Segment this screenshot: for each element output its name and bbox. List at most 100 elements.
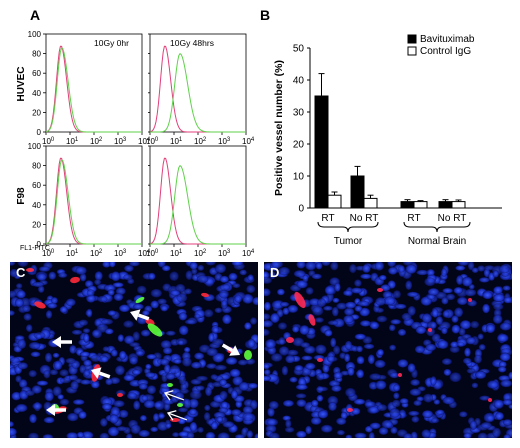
nucleus xyxy=(456,341,465,347)
nucleus xyxy=(146,354,157,360)
nucleus xyxy=(344,340,353,351)
nucleus xyxy=(461,276,473,287)
nucleus xyxy=(175,283,186,293)
nucleus xyxy=(176,293,188,303)
nucleus xyxy=(356,356,365,365)
solid-arrow-shaft xyxy=(98,371,111,379)
histogram-panel: 0 20 40 60 80 100 100 101 102 103 104 xyxy=(28,142,151,258)
nucleus xyxy=(183,398,192,409)
red-vessel xyxy=(377,288,383,292)
histogram-panel: 100 101 102 103 104 xyxy=(146,145,255,258)
nucleus xyxy=(222,421,235,428)
nucleus xyxy=(133,303,144,310)
nucleus xyxy=(118,409,129,418)
x-tick-label: 104 xyxy=(138,137,151,146)
nucleus xyxy=(463,432,472,438)
nucleus xyxy=(277,288,285,296)
nucleus xyxy=(499,322,512,331)
nucleus xyxy=(437,340,449,349)
nucleus xyxy=(443,368,452,376)
panel-label-a: A xyxy=(30,7,40,23)
nucleus xyxy=(123,320,134,328)
nucleus xyxy=(70,380,79,390)
nucleus xyxy=(220,300,228,310)
nucleus xyxy=(265,339,276,349)
nucleus xyxy=(343,290,353,296)
nucleus xyxy=(315,344,327,355)
red-vessel xyxy=(428,328,432,332)
nucleus xyxy=(498,361,507,368)
nucleus xyxy=(430,376,437,386)
nucleus xyxy=(218,289,229,299)
nucleus xyxy=(165,373,176,380)
nucleus xyxy=(300,342,311,348)
legend-swatch xyxy=(407,34,417,44)
nucleus xyxy=(450,341,459,348)
nucleus xyxy=(215,263,226,274)
nucleus xyxy=(495,412,504,421)
nucleus xyxy=(500,379,512,388)
nucleus xyxy=(136,285,147,294)
nucleus xyxy=(232,283,241,289)
nucleus xyxy=(214,307,223,314)
nucleus xyxy=(31,385,42,394)
nucleus xyxy=(36,273,47,282)
nucleus xyxy=(410,431,418,438)
nucleus xyxy=(219,379,227,386)
x-tick-label: 104 xyxy=(242,249,255,258)
nucleus xyxy=(203,309,214,318)
nucleus xyxy=(99,432,109,438)
nucleus xyxy=(378,427,389,435)
nucleus xyxy=(464,288,477,297)
row-label-huvec: HUVEC xyxy=(16,66,27,101)
nucleus xyxy=(157,298,167,305)
x-tick-label: 103 xyxy=(114,137,127,146)
nucleus xyxy=(482,291,493,300)
nucleus xyxy=(454,307,464,318)
nucleus xyxy=(45,310,53,319)
nucleus xyxy=(43,370,51,379)
x-tick-label: 101 xyxy=(66,249,79,258)
nucleus xyxy=(427,288,440,296)
nucleus xyxy=(449,345,460,353)
nucleus xyxy=(124,335,135,345)
red-vessel xyxy=(398,373,402,377)
histogram-panel: 100 101 102 103 104 10Gy 48hrs xyxy=(146,33,255,146)
red-vessel xyxy=(294,291,306,309)
nucleus xyxy=(225,357,238,365)
nucleus xyxy=(91,381,100,389)
nucleus xyxy=(124,264,134,272)
nucleus xyxy=(43,416,55,424)
nucleus xyxy=(47,302,58,309)
nucleus xyxy=(184,288,192,295)
nucleus xyxy=(115,287,126,296)
nucleus xyxy=(330,262,339,271)
nucleus xyxy=(374,262,384,271)
y-axis-label: Positive vessel number (%) xyxy=(273,60,285,196)
nucleus xyxy=(299,325,310,335)
nucleus xyxy=(356,369,365,379)
nucleus xyxy=(317,410,329,419)
nucleus xyxy=(194,352,205,360)
nucleus xyxy=(287,304,299,313)
nucleus xyxy=(407,305,416,316)
condition-label: 10Gy 48hrs xyxy=(170,38,214,48)
nucleus xyxy=(57,394,64,400)
nucleus xyxy=(354,305,363,312)
green-stain xyxy=(135,296,145,304)
nucleus xyxy=(374,359,386,368)
histogram-frame xyxy=(149,145,247,245)
nucleus xyxy=(477,333,484,340)
nucleus xyxy=(390,319,402,325)
nucleus xyxy=(195,385,205,391)
open-arrow-shaft xyxy=(164,392,185,401)
nucleus xyxy=(483,412,495,423)
stain-histogram xyxy=(150,164,246,245)
nucleus xyxy=(503,392,512,402)
open-arrow-shaft xyxy=(167,412,188,421)
bar-bavituximab xyxy=(350,175,365,209)
red-vessel xyxy=(26,268,34,272)
nucleus xyxy=(116,426,128,432)
nucleus xyxy=(458,327,466,336)
